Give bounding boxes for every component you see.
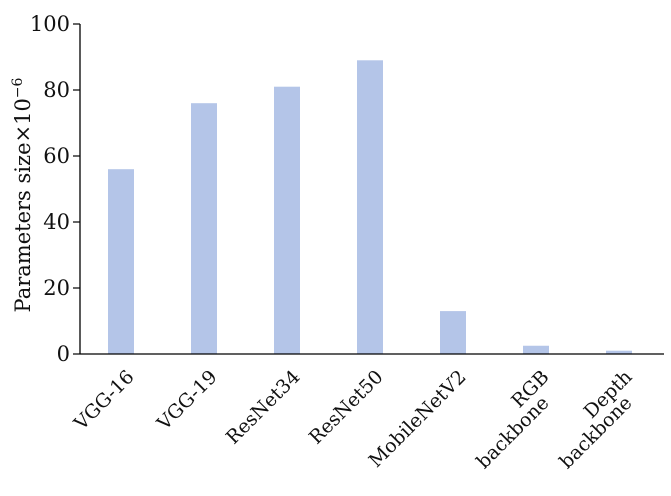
x-tick-label-vgg-16: VGG-16 [69, 366, 138, 435]
y-axis-label-exponent: −6 [10, 77, 26, 98]
y-tick-label: 0 [57, 342, 70, 366]
bars-group [108, 60, 632, 355]
y-tick-label: 40 [43, 210, 70, 234]
bar-depth-backbone [606, 350, 632, 354]
y-tick-label: 60 [43, 144, 70, 168]
y-tick-label: 80 [43, 78, 70, 102]
x-tick-label-resnet34: ResNet34 [222, 366, 305, 449]
bar-vgg-16 [108, 169, 134, 354]
y-tick-label: 100 [30, 12, 70, 36]
bar-rgb-backbone [523, 345, 549, 354]
y-axis-label-main: Parameters size×10 [11, 98, 35, 312]
bar-mobilenetv2 [440, 311, 466, 354]
y-axis-label: Parameters size×10−6 [10, 77, 35, 312]
y-axis-ticks: 0 20 40 60 80 100 [30, 12, 80, 366]
bar-vgg-19 [191, 103, 217, 354]
x-tick-label-rgb-backbone-line-2: backbone [472, 392, 553, 473]
y-tick-label: 20 [43, 276, 70, 300]
bar-resnet50 [357, 60, 383, 355]
bar-resnet34 [274, 86, 300, 354]
x-tick-label-resnet50: ResNet50 [305, 366, 388, 449]
x-tick-label-vgg-19: VGG-19 [152, 366, 221, 435]
